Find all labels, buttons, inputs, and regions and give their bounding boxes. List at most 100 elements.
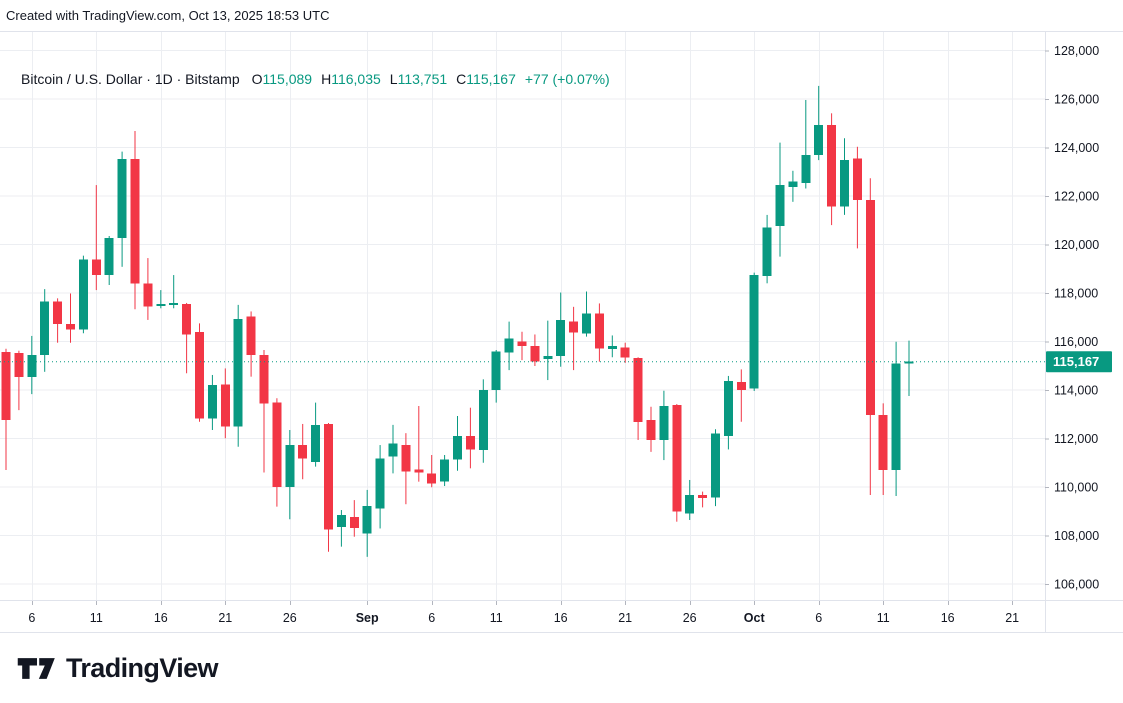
candle-body <box>517 341 527 347</box>
candle-body <box>569 321 579 333</box>
candle-aug-4 <box>1 348 11 471</box>
candle-body <box>736 381 746 391</box>
candle-body <box>556 320 566 356</box>
time-axis-label: 6 <box>428 611 435 625</box>
candle-aug-14 <box>130 131 140 310</box>
price-chart[interactable]: 128,000 126,000 124,000 122,000 120,000 118,0… <box>0 32 1123 633</box>
candle-sep-19 <box>594 303 604 362</box>
candle-aug-28 <box>311 402 321 467</box>
candle-sep-14 <box>530 334 540 366</box>
candle-body <box>130 159 140 284</box>
candle-sep-12 <box>504 321 514 371</box>
candle-body <box>827 124 837 207</box>
current-price-tag-bg <box>1046 351 1112 373</box>
time-axis-label: 11 <box>90 611 103 625</box>
candle-body <box>324 423 333 530</box>
price-axis-label: 124,000 <box>1054 141 1099 155</box>
candle-sep-17 <box>569 306 579 371</box>
candle-body <box>427 473 437 484</box>
candle-body <box>66 324 75 330</box>
candle-aug-29 <box>324 422 333 552</box>
candle-aug-12 <box>104 236 114 285</box>
candle-aug-17 <box>169 275 179 309</box>
candle-body <box>311 424 321 462</box>
candle-body <box>852 158 862 201</box>
candle-body <box>14 353 24 378</box>
candle-sep-30 <box>736 369 746 422</box>
candle-body <box>478 390 488 451</box>
candle-body <box>336 515 346 527</box>
candle-body <box>465 436 475 450</box>
candle-body <box>788 181 798 187</box>
candle-aug-21 <box>220 368 230 439</box>
candle-body <box>78 259 88 330</box>
candle-body <box>711 433 720 498</box>
price-axis[interactable] <box>1046 32 1123 600</box>
tradingview-logo-icon <box>17 657 55 679</box>
candle-sep-9 <box>465 407 475 469</box>
price-axis-label: 118,000 <box>1054 287 1098 301</box>
candle-oct-7 <box>827 113 837 226</box>
candle-body <box>298 445 308 459</box>
chart-plot-area[interactable] <box>0 32 1045 600</box>
candle-aug-23 <box>246 311 256 377</box>
candle-aug-22 <box>233 304 243 447</box>
candle-body <box>814 124 824 156</box>
candle-body <box>775 185 785 227</box>
candle-body <box>117 159 127 239</box>
candle-aug-26 <box>285 430 295 520</box>
candle-body <box>207 385 217 419</box>
candle-sep-21 <box>620 342 630 363</box>
candle-body <box>220 384 230 427</box>
candle-aug-31 <box>349 500 359 537</box>
time-axis-label: 16 <box>154 611 168 625</box>
candle-body <box>504 338 514 353</box>
candle-body <box>672 405 682 512</box>
candle-aug-15 <box>143 258 153 320</box>
candle-oct-8 <box>840 138 849 215</box>
price-axis-label: 110,000 <box>1054 481 1098 495</box>
candle-aug-20 <box>207 374 217 431</box>
candle-aug-13 <box>117 151 127 267</box>
candle-sep-29 <box>723 375 733 450</box>
candle-body <box>633 358 643 422</box>
candle-body <box>182 303 192 335</box>
candle-aug-6 <box>27 335 37 395</box>
candle-sep-7 <box>440 454 450 487</box>
candle-aug-25 <box>272 398 282 507</box>
candle-body <box>530 346 540 362</box>
candle-aug-5 <box>14 350 24 411</box>
symbol-title[interactable]: Bitcoin / U.S. Dollar · 1D · Bitstamp <box>21 71 240 87</box>
candle-aug-27 <box>298 423 308 480</box>
candle-body <box>865 200 875 415</box>
candle-body <box>272 402 282 487</box>
time-axis-label: 6 <box>815 611 822 625</box>
candle-body <box>840 160 849 207</box>
candle-body <box>27 355 37 378</box>
candle-aug-10 <box>78 255 88 334</box>
candle-oct-2 <box>762 214 772 284</box>
candle-body <box>401 445 411 472</box>
price-axis-label: 106,000 <box>1054 578 1099 592</box>
current-price-tag: 115,167 <box>1046 351 1112 373</box>
candle-sep-13 <box>517 331 527 361</box>
candle-body <box>375 458 385 509</box>
candle-body <box>104 238 114 276</box>
current-price-tag-text: 115,167 <box>1053 354 1099 369</box>
tradingview-logo[interactable]: TradingView <box>17 653 219 684</box>
time-axis[interactable] <box>0 601 1123 632</box>
time-axis-label: 21 <box>618 611 632 625</box>
candle-sep-10 <box>478 379 488 463</box>
candle-sep-22 <box>633 357 643 440</box>
price-axis-label: 114,000 <box>1054 384 1098 398</box>
candle-aug-30 <box>336 510 346 547</box>
candle-sep-15 <box>543 320 553 381</box>
candle-body <box>453 436 462 460</box>
candle-oct-6 <box>814 85 824 161</box>
candle-body <box>195 331 204 419</box>
candle-oct-4 <box>788 170 798 202</box>
candle-oct-3 <box>775 142 785 257</box>
candle-body <box>414 469 424 473</box>
candle-aug-8 <box>53 298 63 343</box>
candle-body <box>1 352 11 421</box>
